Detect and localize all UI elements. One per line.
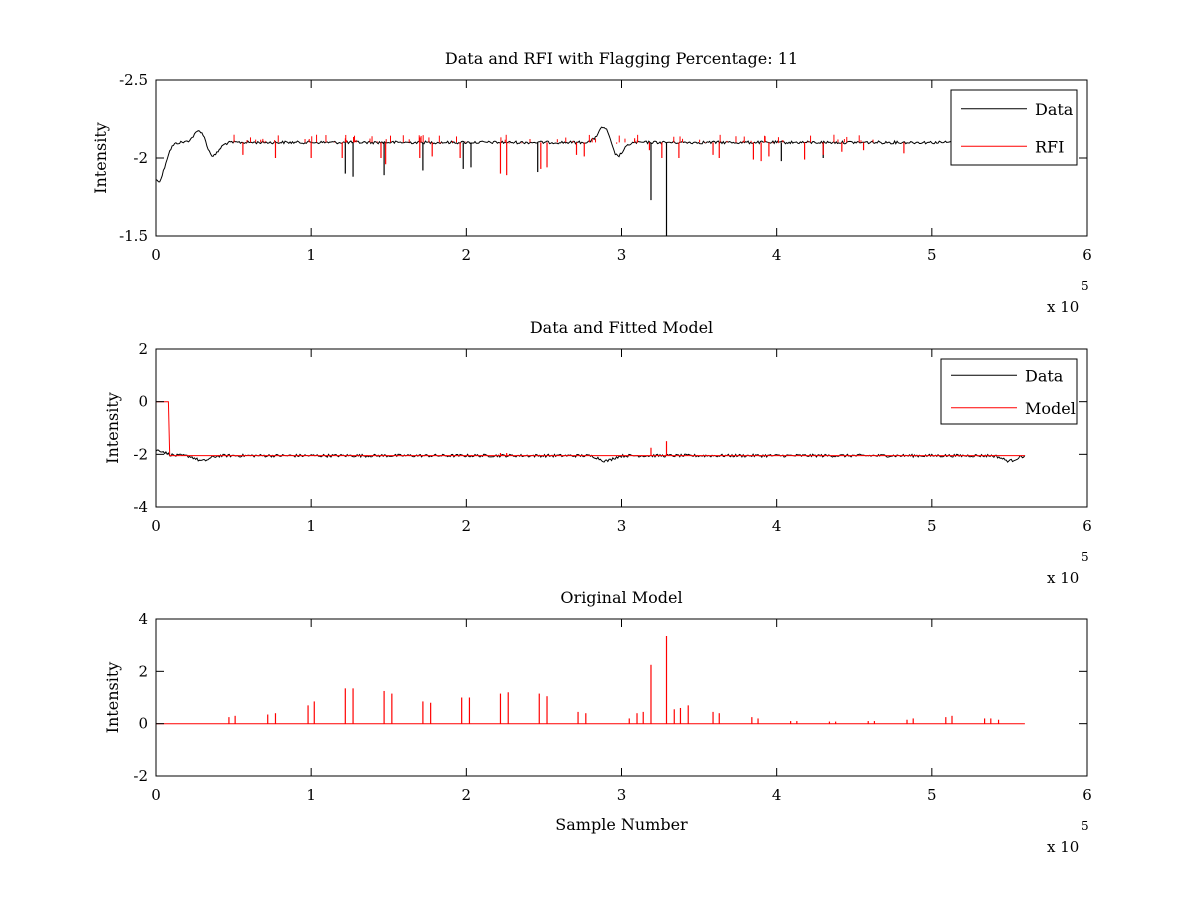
- x-tick-label: 1: [306, 786, 316, 804]
- chart-title: Original Model: [560, 588, 682, 607]
- x-tick-label: 0: [151, 517, 161, 535]
- y-tick-label: -2: [133, 445, 148, 463]
- x-multiplier-exponent: 5: [1081, 819, 1089, 833]
- y-tick-label: 0: [138, 393, 148, 411]
- y-tick-label: -2: [133, 767, 148, 785]
- chart-title: Data and RFI with Flagging Percentage: 1…: [445, 49, 798, 68]
- y-tick-label: 2: [138, 340, 148, 358]
- x-multiplier-label: x 10: [1047, 298, 1079, 316]
- x-multiplier-label: x 10: [1047, 569, 1079, 587]
- legend-box: [940, 358, 1078, 425]
- x-tick-label: 3: [617, 517, 627, 535]
- x-tick-label: 5: [927, 246, 937, 264]
- x-tick-label: 1: [306, 246, 316, 264]
- x-tick-label: 3: [617, 246, 627, 264]
- legend-label-rfi: RFI: [1035, 137, 1064, 156]
- y-tick-label: -4: [133, 498, 148, 516]
- y-tick-label: -2.5: [119, 71, 148, 89]
- x-tick-label: 1: [306, 517, 316, 535]
- legend-label-data: Data: [1035, 100, 1074, 119]
- plot-area: [156, 126, 1026, 236]
- x-tick-label: 0: [151, 246, 161, 264]
- y-tick-label: -1.5: [119, 227, 148, 245]
- x-tick-label: 3: [617, 786, 627, 804]
- x-tick-label: 0: [151, 786, 161, 804]
- y-axis-label: Intensity: [103, 662, 122, 734]
- y-tick-label: 4: [138, 610, 148, 628]
- y-axis-label: Intensity: [91, 122, 110, 194]
- y-axis-label: Intensity: [103, 392, 122, 464]
- x-tick-label: 2: [462, 786, 472, 804]
- x-tick-label: 2: [462, 246, 472, 264]
- x-tick-label: 5: [927, 786, 937, 804]
- legend: Data Model: [940, 358, 1078, 425]
- legend: Data RFI: [950, 89, 1078, 166]
- x-tick-label: 2: [462, 517, 472, 535]
- x-axis-label: Sample Number: [555, 815, 688, 834]
- x-tick-label: 4: [772, 246, 782, 264]
- plot-area: [156, 401, 1026, 463]
- legend-label-data: Data: [1025, 366, 1064, 385]
- legend-box: [950, 89, 1078, 166]
- chart-title: Data and Fitted Model: [530, 318, 713, 337]
- y-tick-label: 2: [138, 662, 148, 680]
- plot-area: [156, 636, 1025, 725]
- x-tick-label: 6: [1082, 786, 1092, 804]
- x-tick-label: 6: [1082, 246, 1092, 264]
- series-line-data: [156, 126, 1026, 183]
- x-multiplier-exponent: 5: [1081, 279, 1089, 293]
- x-tick-label: 6: [1082, 517, 1092, 535]
- axes-2: 0 1 2 3 4 5 6 -4 -2 0 2 Data and Fitted Model Intens…: [103, 318, 1092, 587]
- x-tick-label: 5: [927, 517, 937, 535]
- y-tick-label: 0: [138, 715, 148, 733]
- axes-1: 0 1 2 3 4 5 6 -2.5 -2 -1.5 Data and RFI with Flagg…: [91, 49, 1092, 316]
- y-tick-label: -2: [133, 149, 148, 167]
- series-line-model: [156, 401, 1025, 457]
- x-tick-label: 4: [772, 517, 782, 535]
- x-multiplier-exponent: 5: [1081, 550, 1089, 564]
- x-tick-label: 4: [772, 786, 782, 804]
- legend-label-model: Model: [1025, 399, 1076, 418]
- x-multiplier-label: x 10: [1047, 838, 1079, 856]
